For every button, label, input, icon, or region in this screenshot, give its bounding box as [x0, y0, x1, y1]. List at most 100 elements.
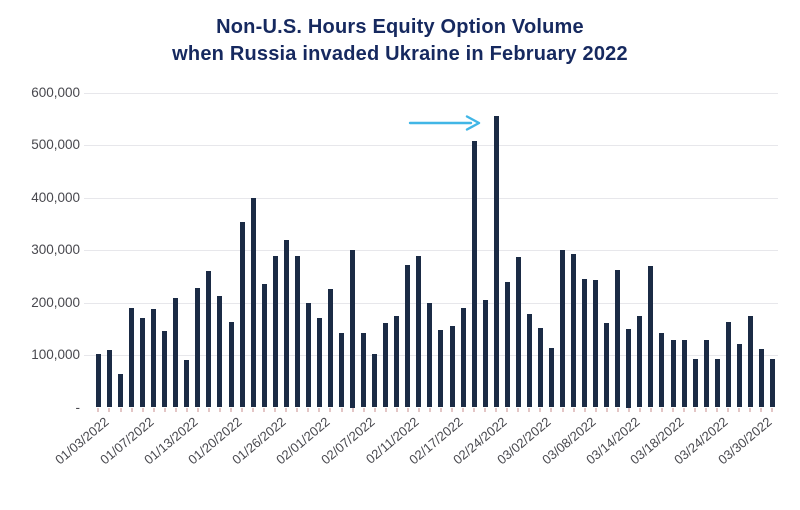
x-axis-minor-tick [594, 408, 597, 412]
bar [537, 327, 543, 408]
x-axis-minor-tick [638, 408, 641, 412]
bar [703, 339, 709, 408]
x-axis-minor-tick [196, 408, 199, 412]
bar [129, 308, 135, 408]
x-axis-minor-tick [351, 408, 354, 412]
x-axis-minor-tick [97, 408, 100, 412]
x-axis-minor-tick [384, 408, 387, 412]
x-axis-minor-tick [340, 408, 343, 412]
bar [272, 256, 278, 408]
bar [758, 349, 764, 408]
bar [283, 240, 289, 408]
x-axis-minor-tick [406, 408, 409, 412]
x-axis-minor-tick [627, 408, 630, 412]
bar [471, 141, 477, 408]
x-axis-minor-tick [683, 408, 686, 412]
bar [681, 340, 687, 408]
bar [151, 309, 157, 408]
x-axis-minor-tick [108, 408, 111, 412]
x-axis-minor-tick [207, 408, 210, 412]
y-axis-tick-label: 600,000 [31, 85, 80, 100]
x-axis-minor-tick [451, 408, 453, 412]
x-axis-minor-tick [694, 408, 697, 412]
annotation-arrow [408, 114, 482, 132]
bar [239, 221, 245, 408]
x-axis-minor-tick [561, 408, 564, 412]
gridline [84, 197, 778, 199]
x-axis-minor-tick [572, 408, 575, 412]
bar [604, 322, 610, 408]
bar [504, 282, 510, 408]
bar [526, 313, 532, 408]
x-axis-minor-tick [373, 408, 376, 412]
x-axis-minor-tick [495, 408, 498, 412]
x-axis-minor-tick [163, 408, 166, 412]
bar [482, 300, 488, 408]
x-axis-minor-tick [439, 408, 442, 412]
bar [195, 287, 201, 408]
bar [162, 331, 168, 408]
x-axis-minor-tick [152, 408, 155, 412]
bar [692, 358, 698, 408]
x-axis-minor-tick [274, 408, 277, 412]
x-axis-minor-tick [119, 408, 122, 412]
bar [361, 333, 367, 408]
x-axis-minor-tick [705, 408, 708, 412]
x-axis-minor-tick [605, 408, 608, 412]
x-axis-minor-tick [462, 408, 465, 412]
x-axis-minor-tick [473, 408, 476, 412]
bar [261, 283, 267, 408]
bar [217, 295, 223, 408]
chart-title-line-2: when Russia invaded Ukraine in February … [172, 43, 628, 65]
bar [316, 318, 322, 408]
bar [515, 256, 521, 408]
bar [372, 354, 378, 408]
x-axis-minor-tick [318, 408, 321, 412]
bar [250, 197, 256, 408]
bar [305, 303, 311, 408]
bar [626, 328, 632, 408]
y-axis-tick-label: 200,000 [31, 294, 80, 310]
x-axis-minor-tick [749, 408, 752, 412]
bar [493, 115, 499, 408]
chart-title-line-1: Non-U.S. Hours Equity Option Volume [216, 16, 584, 38]
x-axis-minor-tick [263, 408, 266, 412]
x-axis-minor-tick [539, 408, 542, 412]
bar [659, 332, 665, 408]
x-axis-minor-tick [241, 408, 244, 412]
gridline [84, 93, 778, 94]
x-axis-minor-tick [583, 408, 586, 412]
x-axis-minor-tick [362, 408, 365, 412]
bar [173, 298, 179, 408]
x-axis-minor-tick [296, 408, 299, 412]
x-axis-minor-tick [716, 408, 719, 412]
bar [206, 270, 212, 408]
bar [350, 250, 356, 408]
x-axis-minor-tick [428, 408, 431, 412]
x-axis-minor-tick [329, 408, 332, 412]
x-axis-minor-tick [230, 408, 232, 412]
bar [460, 308, 466, 408]
bar [339, 332, 344, 408]
x-axis-minor-tick [174, 408, 177, 412]
bar [405, 264, 411, 408]
bar [449, 325, 455, 408]
x-axis-minor-tick [760, 408, 763, 412]
bar [560, 249, 565, 408]
x-axis-minor-tick [307, 408, 310, 412]
bar [714, 359, 720, 408]
bar [747, 316, 753, 408]
x-axis-minor-tick [550, 408, 553, 412]
x-axis-minor-tick [616, 408, 619, 412]
bar [294, 256, 300, 408]
y-axis-tick-label: 300,000 [31, 242, 80, 258]
bar [725, 322, 731, 408]
y-axis-tick-label: 500,000 [31, 137, 80, 153]
bar [327, 289, 333, 408]
x-axis-minor-tick [484, 408, 487, 412]
x-axis-minor-tick [141, 408, 144, 412]
y-axis-tick-label: 100,000 [31, 347, 80, 363]
bar [582, 278, 588, 408]
x-axis-minor-tick [417, 408, 420, 412]
x-axis-minor-tick [727, 408, 730, 412]
